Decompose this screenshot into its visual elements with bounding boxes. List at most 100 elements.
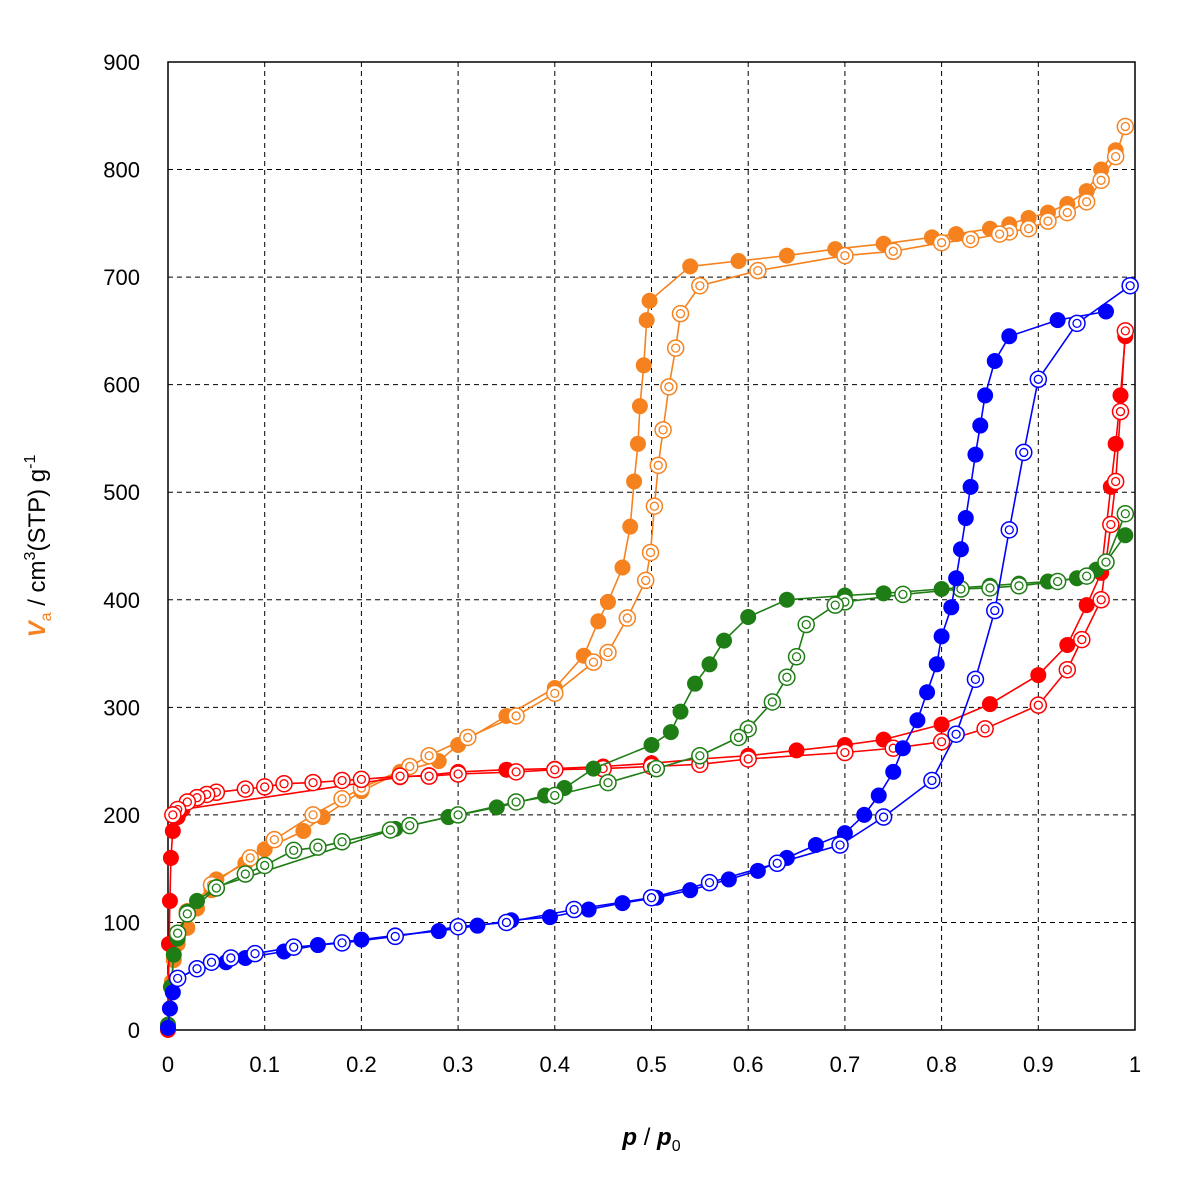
y-tick-label: 100	[103, 910, 140, 935]
data-point	[986, 601, 1004, 620]
data-point	[1077, 567, 1096, 585]
data-point	[682, 258, 699, 275]
data-point	[168, 924, 187, 942]
data-point	[1078, 597, 1095, 614]
data-point	[919, 684, 936, 701]
data-point	[952, 541, 969, 558]
data-point	[909, 712, 926, 729]
data-point	[222, 949, 240, 967]
y-tick-label: 300	[103, 695, 140, 720]
data-point	[1048, 572, 1067, 591]
data-point	[459, 728, 477, 747]
data-point	[682, 882, 699, 899]
data-point	[856, 806, 873, 823]
data-point	[739, 750, 757, 768]
data-point	[875, 585, 892, 602]
data-point	[691, 276, 709, 295]
x-tick-label: 0.5	[636, 1052, 667, 1077]
data-point	[1058, 660, 1077, 679]
data-point	[590, 613, 607, 630]
data-point	[962, 478, 979, 495]
data-point	[1092, 591, 1110, 609]
x-tick-label: 0.2	[346, 1052, 377, 1077]
data-point	[599, 773, 617, 792]
data-point	[943, 599, 960, 616]
data-point	[333, 771, 351, 790]
data-point	[207, 879, 226, 897]
series-line	[186, 126, 1127, 913]
data-point	[831, 836, 849, 854]
data-point	[164, 806, 182, 824]
data-point	[654, 421, 672, 439]
data-point	[763, 693, 782, 711]
y-axis-label: Va / cm3(STP) g-1	[22, 455, 55, 638]
y-tick-label: 600	[103, 373, 140, 398]
data-point	[947, 725, 965, 743]
data-point	[932, 233, 951, 252]
data-point	[164, 823, 181, 840]
data-point	[641, 543, 660, 562]
data-point	[797, 615, 815, 634]
data-point	[420, 746, 438, 765]
data-point	[643, 736, 660, 753]
data-point	[420, 767, 438, 785]
data-point	[284, 841, 303, 860]
data-point	[647, 759, 666, 778]
data-point	[161, 892, 178, 909]
y-tick-label: 200	[103, 803, 140, 828]
data-point	[255, 778, 274, 796]
data-point	[333, 934, 351, 952]
data-point	[304, 773, 322, 792]
data-point	[729, 728, 748, 747]
data-point	[948, 226, 965, 243]
x-tick-label: 0.8	[926, 1052, 957, 1077]
data-point	[778, 591, 795, 608]
data-point	[642, 888, 661, 907]
data-point	[1059, 636, 1076, 653]
data-point	[507, 707, 525, 725]
data-point	[188, 959, 206, 978]
data-point	[1117, 527, 1134, 544]
data-point	[957, 510, 974, 527]
data-point	[672, 703, 689, 720]
data-point	[749, 261, 767, 280]
series-2-filled	[160, 328, 1134, 1038]
data-point	[635, 357, 652, 374]
x-tick-label: 0.3	[443, 1052, 474, 1077]
data-point	[981, 579, 999, 597]
data-point	[585, 760, 602, 777]
data-point	[580, 901, 597, 918]
data-point	[241, 849, 259, 867]
data-point	[966, 670, 985, 689]
data-point	[1106, 472, 1125, 491]
data-point	[1010, 577, 1028, 595]
data-point	[284, 938, 303, 956]
data-point	[1019, 219, 1038, 238]
data-point	[236, 780, 255, 798]
y-tick-label: 0	[128, 1018, 140, 1043]
data-point	[507, 793, 525, 811]
data-point	[618, 609, 637, 627]
data-point	[1029, 696, 1048, 714]
data-point	[645, 497, 664, 515]
data-point	[691, 746, 709, 765]
data-point	[641, 292, 658, 309]
data-point	[730, 252, 747, 269]
data-point	[1107, 435, 1124, 452]
data-point	[189, 892, 206, 909]
data-point	[660, 378, 678, 396]
data-point	[265, 830, 284, 849]
x-axis-ticks: 0 0.1 0.2 0.3 0.4 0.5 0.6 0.7 0.8 0.9 1	[162, 1052, 1141, 1077]
data-point	[391, 767, 409, 785]
data-point	[700, 873, 719, 892]
data-point	[990, 225, 1009, 243]
series-layer	[160, 117, 1139, 1038]
data-point	[202, 953, 221, 971]
data-point	[836, 743, 854, 762]
data-point	[636, 571, 655, 590]
y-label-unit: / cm	[24, 560, 51, 612]
data-point	[932, 733, 951, 751]
data-point	[894, 740, 911, 757]
data-point	[352, 770, 371, 789]
